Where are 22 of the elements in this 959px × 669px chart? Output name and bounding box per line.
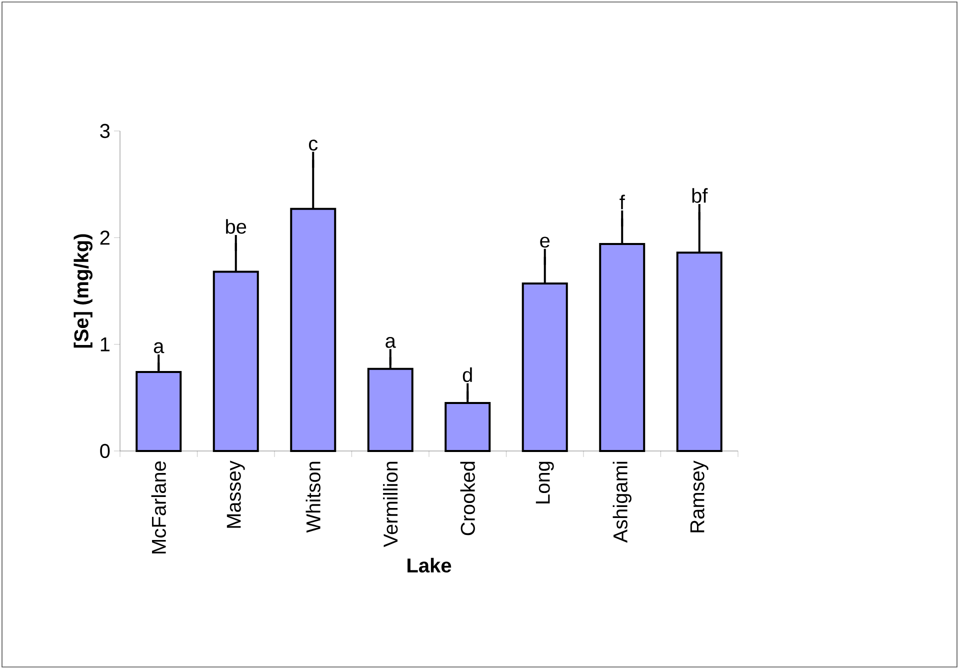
annotation: a: [386, 336, 396, 348]
annotation: d: [462, 367, 472, 382]
y-tick-label: 2: [100, 230, 110, 245]
x-tick-label: Vermillion: [383, 462, 398, 548]
x-tick-label: Whitson: [306, 462, 320, 533]
x-tick-label: Long: [536, 462, 554, 504]
annotation: bf: [692, 188, 708, 203]
x-tick-label: Crooked: [460, 462, 475, 536]
x-tick-label: Massey: [226, 460, 245, 528]
x-tick-label: Ramsey: [690, 460, 708, 532]
x-axis-title: Lake: [408, 558, 452, 573]
annotation: f: [620, 194, 625, 210]
annotation: e: [540, 236, 550, 248]
y-axis-title: [Se] (mg/kg): [74, 234, 92, 348]
annotation: a: [154, 342, 164, 354]
annotation: c: [308, 140, 318, 151]
y-tick-label: 0: [100, 444, 110, 458]
y-tick-label: 1: [100, 337, 110, 352]
x-tick-label: McFarlane: [151, 461, 166, 554]
y-tick-label: 3: [100, 124, 110, 138]
x-tick-label: Ashigami: [612, 462, 632, 543]
annotation: be: [226, 219, 246, 234]
